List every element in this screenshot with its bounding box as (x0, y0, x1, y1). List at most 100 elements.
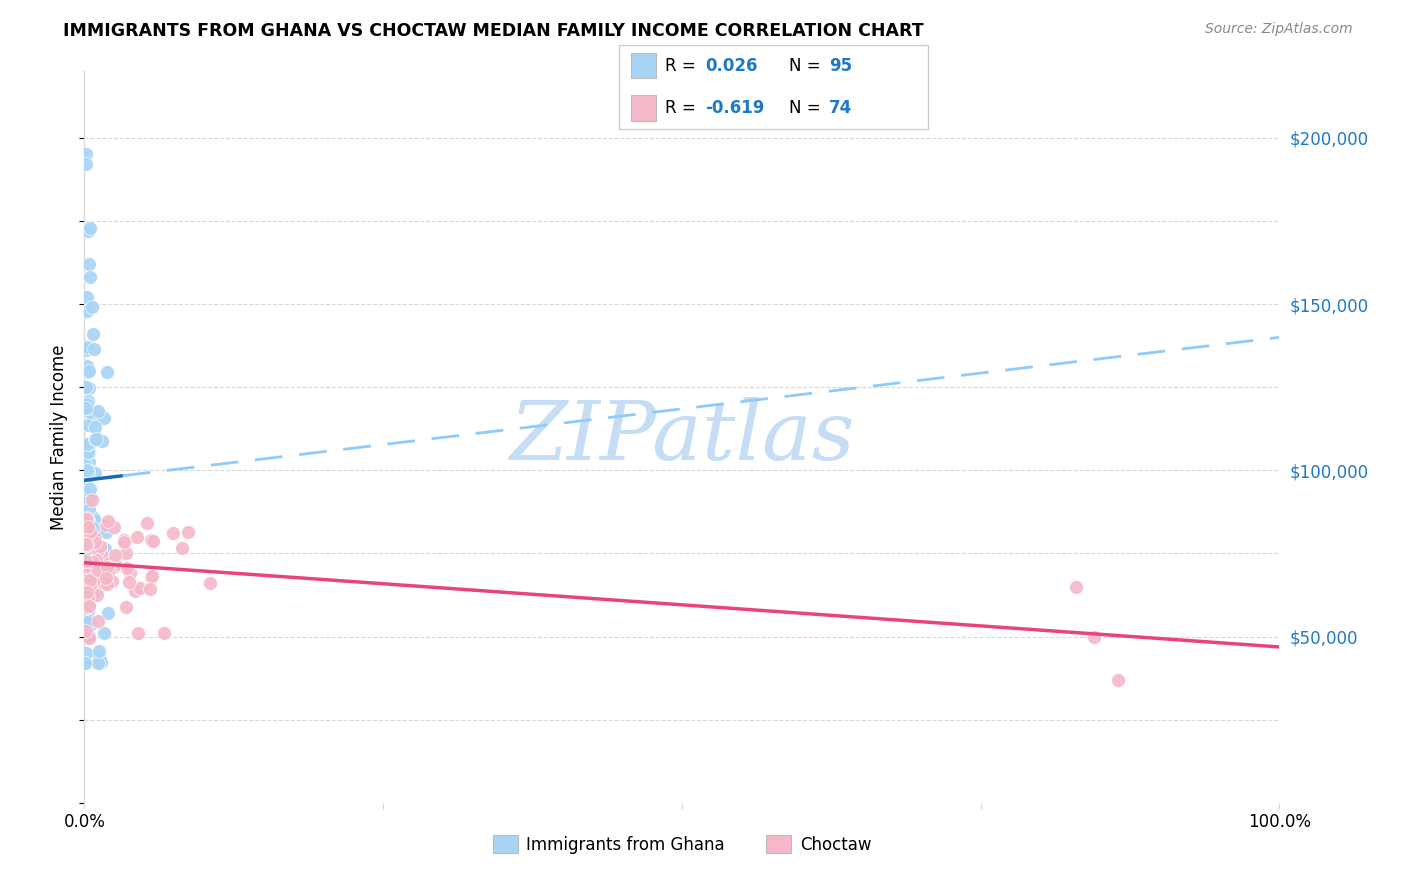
Point (75, 646, 97, 660)
Point (75, 624, 97, 638)
Bar (631, 95, 655, 120)
Text: N =: N = (789, 57, 825, 75)
Point (82, 584, 104, 599)
Point (77, 444, 100, 458)
Point (79, 270, 101, 285)
Point (77, 614, 100, 628)
Point (73, 656, 96, 670)
Point (97, 563, 120, 577)
Text: 95: 95 (830, 57, 852, 75)
Text: R =: R = (665, 57, 702, 75)
Point (77, 224, 100, 238)
Point (90, 547, 112, 561)
Point (79, 588, 101, 602)
Text: R =: R = (665, 99, 702, 117)
Point (77, 599, 100, 613)
Point (90, 434, 112, 449)
Point (153, 626, 176, 640)
Point (84, 572, 107, 586)
Point (139, 582, 162, 596)
Point (75, 537, 97, 551)
Point (83, 466, 105, 480)
Point (80, 300, 103, 314)
Point (76, 303, 98, 318)
Text: N =: N = (789, 99, 825, 117)
Point (80, 525, 103, 540)
Point (80, 617, 103, 632)
Point (79, 524, 101, 539)
Point (76, 488, 98, 502)
Point (1107, 673, 1129, 687)
Text: Source: ZipAtlas.com: Source: ZipAtlas.com (1205, 22, 1353, 37)
Point (76, 511, 98, 525)
Point (75, 401, 97, 415)
Point (73, 621, 96, 635)
Point (76, 445, 98, 459)
Point (94, 518, 117, 533)
Point (79, 631, 101, 645)
Point (77, 394, 100, 409)
Point (75, 495, 97, 509)
Point (200, 576, 222, 591)
FancyBboxPatch shape (619, 45, 928, 129)
Point (82, 567, 104, 582)
Point (76, 556, 98, 570)
Point (82, 521, 104, 535)
Point (87, 615, 110, 629)
Point (84, 553, 107, 567)
Point (75, 343, 97, 357)
Point (82, 531, 104, 545)
Point (82, 566, 104, 581)
Point (82, 577, 104, 591)
Point (1083, 630, 1105, 644)
Point (87, 543, 110, 558)
Point (76, 290, 98, 304)
Point (82, 326, 104, 341)
Point (76, 436, 98, 450)
Point (115, 599, 138, 614)
Point (80, 493, 103, 508)
Bar (631, 54, 655, 78)
Y-axis label: Median Family Income: Median Family Income (51, 344, 69, 530)
Point (75, 147, 97, 161)
Point (77, 631, 100, 645)
Point (75, 522, 97, 536)
Point (84, 536, 107, 550)
Point (112, 535, 135, 549)
Point (94, 524, 117, 539)
Point (80, 583, 103, 598)
Point (76, 604, 98, 618)
Point (77, 502, 100, 516)
Point (115, 546, 138, 560)
Point (76, 591, 98, 605)
Point (76, 585, 98, 599)
Point (84, 430, 107, 444)
Point (76, 340, 98, 354)
Point (75, 512, 97, 526)
Point (76, 396, 98, 410)
Point (73, 656, 96, 670)
Point (97, 606, 120, 620)
Point (96, 576, 118, 591)
Point (89, 541, 111, 556)
Point (87, 649, 110, 664)
Point (76, 463, 98, 477)
Point (84, 432, 107, 446)
Point (76, 359, 98, 373)
Point (77, 549, 100, 564)
Point (84, 535, 107, 549)
Point (117, 560, 139, 574)
Text: 0.026: 0.026 (706, 57, 758, 75)
Point (77, 519, 100, 533)
Point (125, 530, 148, 544)
Point (76, 538, 98, 552)
Point (84, 563, 107, 577)
Point (112, 533, 135, 548)
Point (77, 546, 100, 560)
Point (86, 403, 108, 417)
Point (141, 569, 163, 583)
Point (76, 538, 98, 552)
Point (77, 513, 100, 527)
Point (142, 534, 165, 549)
Point (86, 583, 108, 598)
